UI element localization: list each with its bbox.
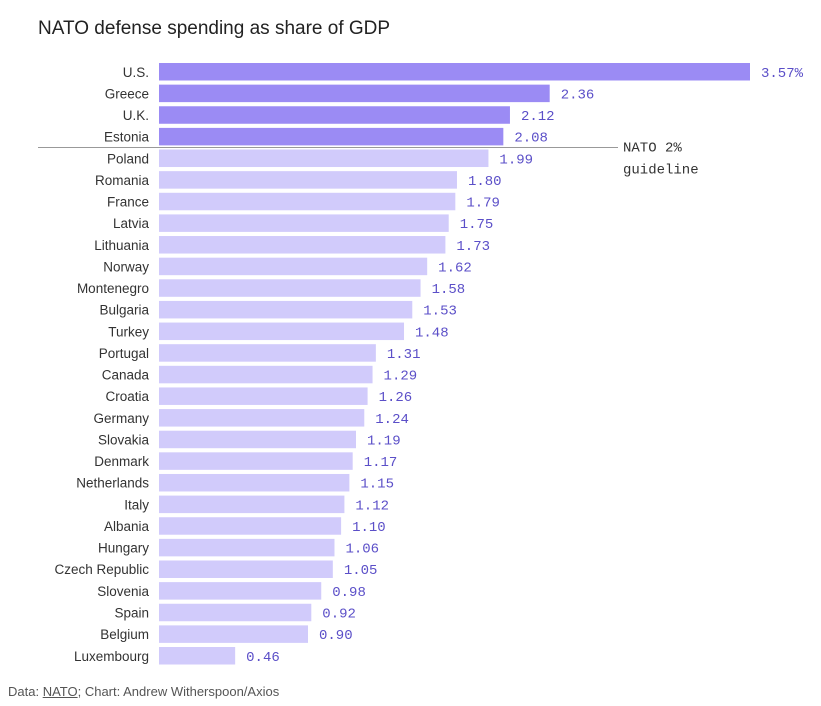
value-label: 1.05 [344, 563, 378, 579]
value-label: 1.12 [355, 498, 389, 514]
category-label: Portugal [99, 346, 149, 361]
value-label: 1.62 [438, 260, 472, 276]
value-label: 1.79 [466, 196, 500, 212]
category-label: U.S. [123, 65, 149, 80]
category-label: Turkey [108, 324, 149, 339]
value-label: 1.80 [468, 174, 502, 190]
value-label: 1.99 [499, 152, 533, 168]
category-label: Bulgaria [99, 303, 149, 318]
category-label: U.K. [123, 108, 149, 123]
bar-denmark [159, 452, 353, 470]
bar-croatia [159, 387, 368, 405]
bar-greece [159, 84, 550, 103]
value-label: 1.15 [360, 477, 394, 493]
bar-bulgaria [159, 300, 413, 319]
category-label: Luxembourg [74, 649, 149, 664]
category-label: Belgium [100, 627, 149, 642]
category-label: Spain [114, 606, 149, 621]
category-label: Poland [107, 151, 149, 166]
source-link[interactable]: NATO [42, 684, 78, 699]
value-label: 2.08 [514, 131, 548, 147]
bar-belgium [159, 625, 308, 643]
bar-spain [159, 603, 312, 622]
category-label: Romania [95, 173, 150, 188]
bar-chart: U.S. 3.57% Greece 2.36 U.K. 2.12 Estonia 2.08 Po… [38, 63, 804, 666]
bar-italy [159, 495, 345, 514]
category-label: Slovenia [97, 584, 149, 599]
source-suffix: ; Chart: Andrew Witherspoon/Axios [77, 684, 280, 699]
bar-turkey [159, 322, 405, 341]
category-label: Estonia [104, 130, 150, 145]
bar-poland [159, 149, 489, 168]
category-label: Germany [93, 411, 149, 426]
value-label: 1.06 [345, 542, 379, 558]
value-label: 2.36 [561, 87, 595, 103]
bar-france [159, 192, 456, 211]
bar-albania [159, 517, 342, 535]
bar-latvia [159, 214, 449, 232]
bar-u-s [159, 63, 750, 81]
value-label: 0.92 [322, 607, 356, 623]
chart-title: NATO defense spending as share of GDP [38, 18, 391, 39]
guideline-label-line1: NATO 2% [623, 140, 682, 156]
bar-estonia [159, 127, 504, 146]
source-note: Data: NATO; Chart: Andrew Witherspoon/Ax… [8, 684, 279, 699]
value-label: 1.10 [352, 520, 386, 536]
value-label: 1.31 [387, 347, 421, 363]
bar-canada [159, 365, 373, 384]
value-label: 3.57% [761, 66, 804, 82]
category-label: Latvia [113, 216, 150, 231]
bar-hungary [159, 538, 335, 557]
category-label: Slovakia [98, 432, 150, 447]
value-label: 1.58 [432, 282, 466, 298]
value-label: 1.26 [379, 390, 413, 406]
category-label: Montenegro [77, 281, 149, 296]
category-label: Albania [104, 519, 150, 534]
category-label: Lithuania [94, 238, 149, 253]
value-label: 0.90 [319, 628, 353, 644]
bar-u-k [159, 106, 510, 124]
value-label: 1.24 [375, 412, 409, 428]
category-label: Netherlands [76, 476, 149, 491]
value-label: 1.29 [384, 369, 418, 385]
value-label: 1.17 [364, 455, 398, 471]
bar-slovenia [159, 582, 322, 600]
value-label: 1.75 [460, 217, 494, 233]
source-prefix: Data: [8, 684, 43, 699]
value-label: 1.73 [456, 239, 490, 255]
bar-germany [159, 409, 365, 427]
bar-lithuania [159, 236, 446, 254]
category-label: Croatia [105, 389, 149, 404]
category-label: Hungary [98, 541, 149, 556]
category-label: Greece [105, 86, 149, 101]
category-label: Canada [102, 368, 150, 383]
category-label: France [107, 195, 149, 210]
bar-czech-republic [159, 560, 333, 578]
value-label: 1.48 [415, 325, 449, 341]
bar-netherlands [159, 473, 350, 492]
bar-romania [159, 171, 457, 189]
value-label: 1.19 [367, 433, 401, 449]
bar-slovakia [159, 430, 356, 449]
value-label: 0.98 [332, 585, 366, 601]
category-label: Denmark [94, 454, 149, 469]
category-label: Czech Republic [54, 562, 149, 577]
bars-group: U.S. 3.57% Greece 2.36 U.K. 2.12 Estonia 2.08 Po… [54, 63, 804, 666]
category-label: Norway [103, 259, 149, 274]
value-label: 1.53 [423, 304, 457, 320]
bar-norway [159, 257, 428, 276]
bar-portugal [159, 344, 376, 362]
bar-luxembourg [159, 647, 236, 665]
value-label: 2.12 [521, 109, 555, 125]
value-label: 0.46 [246, 650, 280, 666]
bar-montenegro [159, 279, 421, 297]
category-label: Italy [124, 497, 149, 512]
guideline-label-line2: guideline [623, 162, 699, 178]
